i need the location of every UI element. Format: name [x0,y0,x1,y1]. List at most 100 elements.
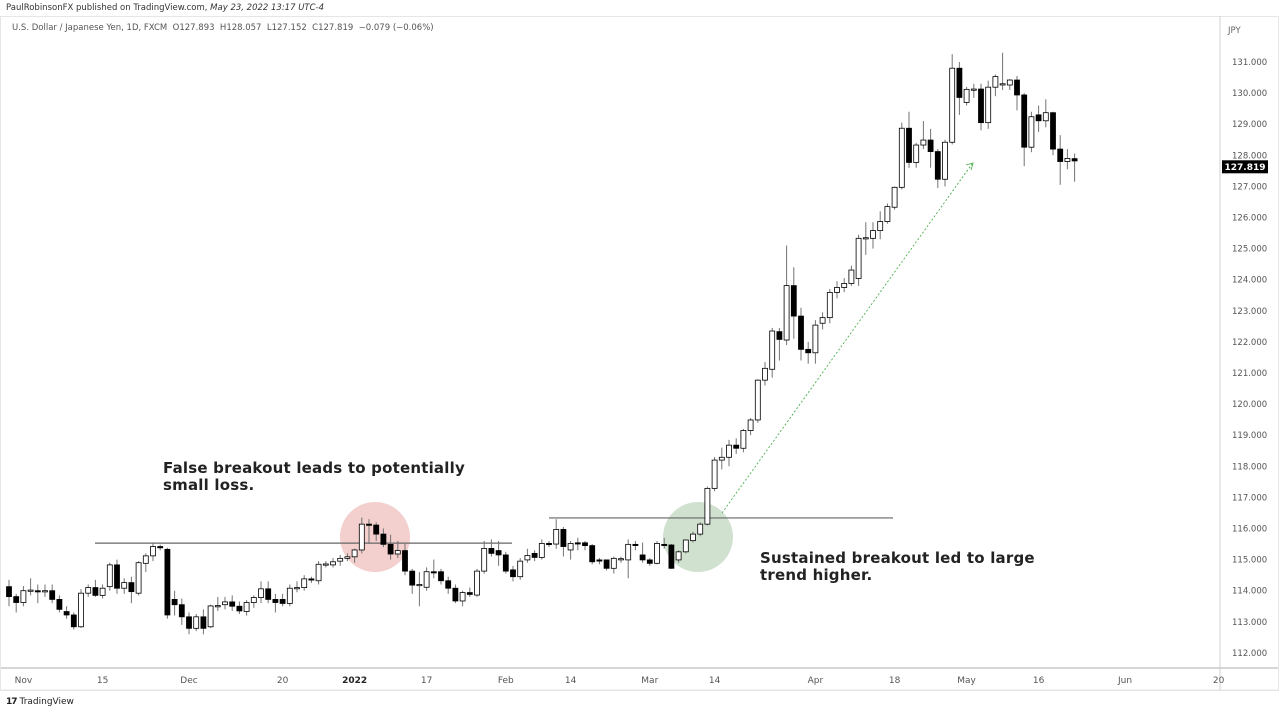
candle-body-down [186,616,192,629]
false-breakout-circle [340,502,410,572]
candle-body-up [654,543,660,564]
candle [891,186,898,210]
candle-body-up [416,584,423,587]
candle [142,553,149,573]
tradingview-footer[interactable]: 17 TradingView [6,697,74,707]
x-tick-label: 2022 [342,676,367,686]
x-tick-label: 14 [709,676,721,686]
candle-body-up [610,557,617,569]
candle-body-down [308,578,315,581]
y-tick-label: 122.000 [1232,338,1267,348]
candle-body-up [826,292,833,319]
candle-body-down [488,548,495,554]
ohlc-open: O127.893 [172,23,215,33]
candle [380,528,387,548]
candle [20,586,27,607]
candle [769,327,776,378]
candle-body-down [229,601,236,607]
candle-body-down [582,542,588,547]
candle-body-up [675,551,682,561]
publish-datetime: May 23, 2022 13:17 UTC-4 [210,3,325,13]
candle-body-down [430,571,437,574]
candle [474,568,480,597]
candle [567,540,574,560]
candle [790,267,797,339]
candle [942,139,948,187]
candle [877,211,884,240]
candle-body-up [42,590,48,593]
candle-body-up [718,456,725,461]
candle-body-up [286,587,293,604]
candle [301,575,308,591]
candle [1035,105,1042,132]
candle-body-down [1057,148,1064,162]
candle [49,584,56,604]
candle [488,539,495,557]
candle [308,576,315,583]
publisher-line: PaulRobinsonFX published on TradingView.… [6,3,324,13]
candle [675,550,682,563]
candle-body-up [740,430,747,449]
candle-body-down [438,571,444,582]
candle [1028,111,1035,153]
candle-body-down [596,559,603,562]
candle-body-down [646,559,653,564]
candle-body-down [1071,158,1078,162]
ohlc-close: C127.819 [312,23,354,33]
candle [704,486,711,526]
candle-body-down [668,544,675,569]
candle-body-up [697,523,704,535]
candle [1014,75,1020,111]
candle [690,531,696,543]
candle [193,614,200,632]
candles [6,52,1078,635]
candle [754,379,761,423]
candle [114,559,120,594]
last-price-label: 127.819 [1225,163,1266,173]
candle [524,548,531,563]
candle [1050,111,1056,156]
candle-body-down [178,604,185,618]
candle-body-down [366,523,372,526]
y-tick-label: 125.000 [1232,245,1267,255]
candle-body-down [236,605,243,612]
candle [6,579,12,607]
candle [387,534,394,560]
candle [236,601,243,615]
annotation-sustained-breakout: Sustained breakout led to large trend hi… [760,550,1035,584]
candle [538,539,545,560]
candle [560,526,567,557]
candle-body-up [517,560,524,578]
candle-body-up [459,592,466,602]
x-tick-label: Nov [15,676,33,686]
y-tick-label: 131.000 [1232,58,1267,68]
candle-body-up [524,555,531,561]
candle [963,86,970,106]
candle-body-up [207,605,214,628]
y-tick-label: 128.000 [1232,151,1267,161]
candle-body-up [222,601,228,606]
candle-body-down [279,599,286,604]
candle [927,128,934,168]
candle [34,584,41,604]
x-tick-label: 20 [277,676,289,686]
candle-body-down [589,545,596,563]
candle-body-up [121,582,128,589]
candle-body-down [776,331,783,340]
candle [106,562,113,591]
candle-body-down [1050,112,1056,150]
candle-body-down [733,444,740,449]
candle [85,584,92,597]
x-tick-label: 16 [1033,676,1045,686]
x-tick-label: 18 [889,676,901,686]
candle [128,576,135,604]
candle [870,222,876,249]
x-tick-label: May [957,676,976,686]
candle-body-down [265,588,272,600]
candle-body-up [898,127,905,188]
trend-arrow-head [965,162,974,171]
candle [920,121,927,150]
candle-body-up [1028,116,1035,148]
candle-body-up [891,186,898,208]
